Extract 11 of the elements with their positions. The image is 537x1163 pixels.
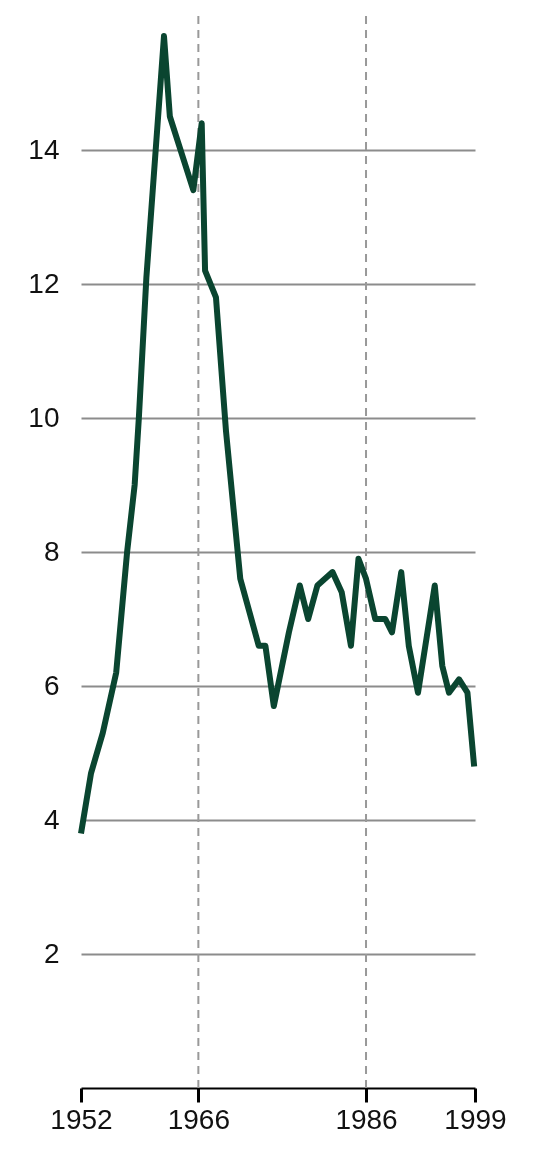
y-tick-label: 14 (28, 133, 60, 165)
y-tick-label: 8 (43, 535, 60, 567)
x-tick-label: 1999 (444, 1103, 507, 1135)
y-tick-label: 10 (28, 401, 60, 433)
y-tick-label: 6 (43, 669, 60, 701)
x-tick-label: 1986 (335, 1103, 398, 1135)
y-tick-label: 12 (28, 267, 60, 299)
y-tick-label: 4 (43, 803, 60, 835)
y-tick-label: 2 (43, 937, 60, 969)
x-tick-label: 1966 (167, 1103, 231, 1135)
x-tick-label: 1952 (50, 1103, 113, 1135)
